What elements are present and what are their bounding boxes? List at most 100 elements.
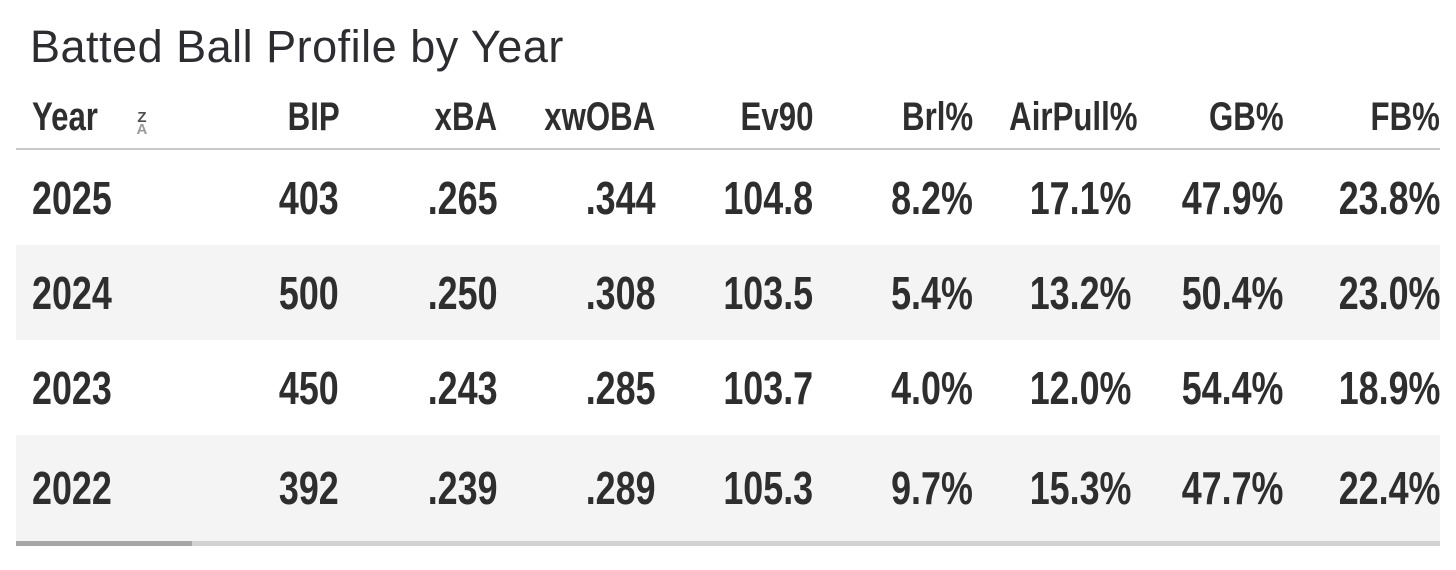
table-cell: 104.8 (655, 149, 814, 245)
table-cell: 17.1% (973, 149, 1131, 245)
table-cell: .344 (497, 149, 656, 245)
cell-value: 104.8 (723, 171, 814, 224)
table-cell: 5.4% (813, 245, 973, 340)
cell-value: 500 (279, 266, 340, 319)
page-title: Batted Ball Profile by Year (30, 21, 564, 72)
cell-value: 2022 (32, 462, 112, 514)
column-label: AirPull% (1009, 95, 1138, 139)
cell-value: 5.4% (891, 266, 973, 319)
table-cell: .285 (497, 340, 656, 435)
table-cell: 22.4% (1283, 435, 1440, 541)
column-label: FB% (1370, 95, 1440, 139)
cell-value: 17.1% (1029, 171, 1131, 224)
column-label: xwOBA (544, 95, 656, 139)
table-cell: 392 (187, 435, 339, 541)
column-header-gb[interactable]: GB% (1130, 84, 1284, 150)
cell-value: 47.9% (1181, 171, 1284, 224)
cell-value: .265 (427, 171, 498, 224)
table-cell: .308 (497, 245, 656, 340)
cell-value: 12.0% (1029, 361, 1131, 414)
cell-value: .239 (427, 462, 498, 514)
cell-value: 18.9% (1338, 361, 1440, 414)
table-cell: 47.9% (1131, 149, 1284, 245)
cell-value: 22.4% (1338, 462, 1440, 514)
table-cell: 450 (187, 340, 339, 435)
table-cell: .250 (339, 245, 497, 340)
table-row: 2023 450 .243 .285 103.7 4.0% 12.0% 54.4% 18.9% (16, 340, 1440, 435)
table-cell: 500 (187, 245, 339, 340)
table-cell: 2022 (16, 435, 187, 541)
cell-value: 47.7% (1181, 462, 1284, 514)
cell-value: 392 (279, 462, 340, 514)
column-label: Ev90 (740, 95, 814, 139)
cell-value: 8.2% (891, 171, 973, 224)
column-label: Brl% (901, 95, 973, 139)
table-cell: .239 (339, 435, 497, 541)
sort-icon-bottom-letter: A (136, 121, 148, 138)
table-header-row: Year Z A BIP xBA xwOBA Ev90 Brl% AirPull% GB% FB% (16, 84, 1440, 150)
column-header-fb[interactable]: FB% (1283, 84, 1440, 150)
cell-value: 103.7 (723, 361, 814, 414)
cell-value: 15.3% (1029, 462, 1131, 514)
cell-value: 9.7% (891, 462, 973, 514)
cell-value: 105.3 (723, 462, 814, 514)
batted-ball-table: Year Z A BIP xBA xwOBA Ev90 Brl% AirPull% GB% FB% … (16, 84, 1440, 541)
table-cell: .289 (497, 435, 656, 541)
table-cell: 23.8% (1283, 149, 1440, 245)
table-row: 2024 500 .250 .308 103.5 5.4% 13.2% 50.4% 23.0% (16, 245, 1440, 340)
column-label: Year (32, 95, 98, 139)
column-header-airpull[interactable]: AirPull% (972, 84, 1137, 150)
column-header-year[interactable]: Year Z A (16, 84, 187, 150)
cell-value: 2024 (32, 266, 112, 319)
column-header-bip[interactable]: BIP (186, 84, 340, 150)
column-label: BIP (287, 95, 340, 139)
table-cell: 18.9% (1283, 340, 1440, 435)
table-cell: 47.7% (1131, 435, 1284, 541)
column-header-brl[interactable]: Brl% (813, 84, 973, 150)
cell-value: 54.4% (1181, 361, 1284, 414)
table-cell: 2023 (16, 340, 187, 435)
batted-ball-profile-panel: Batted Ball Profile by Year Year Z A BIP xBA… (0, 18, 1456, 546)
table-cell: 403 (187, 149, 339, 245)
table-cell: 105.3 (655, 435, 814, 541)
table-cell: 23.0% (1283, 245, 1440, 340)
cell-value: 2023 (32, 361, 112, 414)
cell-value: .250 (427, 266, 498, 319)
cell-value: .243 (427, 361, 498, 414)
column-label: GB% (1208, 95, 1284, 139)
table-cell: 13.2% (973, 245, 1131, 340)
column-header-xba[interactable]: xBA (339, 84, 498, 150)
cell-value: 103.5 (723, 266, 814, 319)
cell-value: .308 (585, 266, 656, 319)
table-cell: 2025 (16, 149, 187, 245)
table-cell: 4.0% (813, 340, 973, 435)
cell-value: .285 (585, 361, 656, 414)
table-cell: 2024 (16, 245, 187, 340)
table-cell: 103.5 (655, 245, 814, 340)
table-cell: 50.4% (1131, 245, 1284, 340)
cell-value: 2025 (32, 171, 112, 224)
table-cell: 12.0% (973, 340, 1131, 435)
cell-value: 403 (279, 171, 340, 224)
table-cell: .265 (339, 149, 497, 245)
column-header-ev90[interactable]: Ev90 (655, 84, 814, 150)
scrollbar-thumb[interactable] (16, 541, 192, 546)
table-cell: 54.4% (1131, 340, 1284, 435)
sort-icon-top-letter: Z (137, 109, 147, 126)
horizontal-scrollbar[interactable] (16, 541, 1440, 546)
cell-value: 23.8% (1338, 171, 1440, 224)
cell-value: .344 (585, 171, 656, 224)
cell-value: .289 (585, 462, 656, 514)
table-cell: 8.2% (813, 149, 973, 245)
column-label: xBA (434, 95, 498, 139)
column-header-xwoba[interactable]: xwOBA (497, 84, 656, 150)
table-cell: .243 (339, 340, 497, 435)
cell-value: 4.0% (891, 361, 973, 414)
cell-value: 450 (279, 361, 340, 414)
table-row: 2022 392 .239 .289 105.3 9.7% 15.3% 47.7% 22.4% (16, 435, 1440, 541)
cell-value: 23.0% (1338, 266, 1440, 319)
cell-value: 13.2% (1029, 266, 1131, 319)
table-cell: 15.3% (973, 435, 1131, 541)
table-row: 2025 403 .265 .344 104.8 8.2% 17.1% 47.9% 23.8% (16, 149, 1440, 245)
